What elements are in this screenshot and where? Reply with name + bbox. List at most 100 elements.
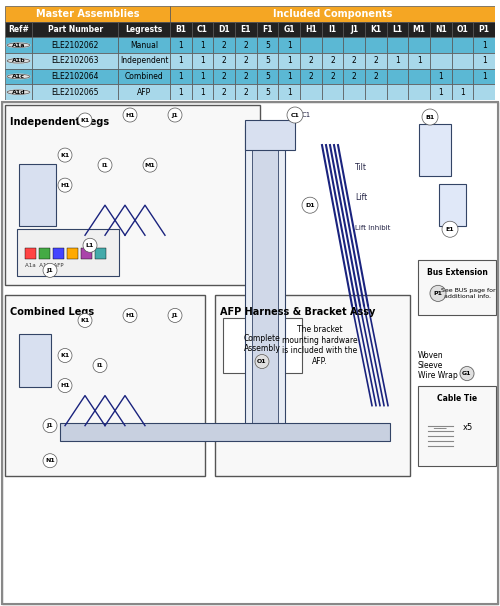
FancyBboxPatch shape	[235, 38, 256, 53]
Text: P1: P1	[434, 291, 442, 296]
FancyBboxPatch shape	[215, 295, 410, 476]
Circle shape	[168, 308, 182, 322]
Text: Combined Legs: Combined Legs	[10, 307, 94, 318]
Text: 2: 2	[374, 56, 378, 65]
Circle shape	[58, 379, 72, 393]
Text: J1: J1	[350, 25, 358, 34]
FancyBboxPatch shape	[278, 53, 300, 68]
FancyBboxPatch shape	[365, 68, 386, 84]
FancyBboxPatch shape	[430, 68, 452, 84]
FancyBboxPatch shape	[300, 84, 322, 100]
FancyBboxPatch shape	[474, 38, 495, 53]
FancyBboxPatch shape	[170, 38, 192, 53]
Text: 2: 2	[330, 72, 335, 81]
Text: AFP: AFP	[137, 88, 151, 97]
FancyBboxPatch shape	[192, 53, 214, 68]
Text: 2: 2	[222, 41, 226, 50]
Text: 1: 1	[482, 56, 486, 65]
Text: 1: 1	[178, 41, 183, 50]
FancyBboxPatch shape	[223, 318, 302, 373]
FancyBboxPatch shape	[344, 38, 365, 53]
FancyBboxPatch shape	[170, 84, 192, 100]
Text: D1: D1	[305, 202, 315, 208]
Text: See BUS page for
additional info.: See BUS page for additional info.	[440, 288, 496, 299]
FancyBboxPatch shape	[256, 68, 278, 84]
Text: E1: E1	[240, 25, 251, 34]
Text: N1: N1	[435, 25, 446, 34]
FancyBboxPatch shape	[452, 68, 473, 84]
Text: Independent Legs: Independent Legs	[10, 117, 109, 127]
FancyBboxPatch shape	[474, 53, 495, 68]
FancyBboxPatch shape	[32, 84, 118, 100]
Text: A1a: A1a	[12, 42, 25, 48]
Text: ──: ──	[433, 422, 446, 433]
Circle shape	[58, 148, 72, 162]
Text: Tilt: Tilt	[355, 163, 367, 172]
FancyBboxPatch shape	[430, 53, 452, 68]
Text: Ref#: Ref#	[8, 25, 29, 34]
Text: P1: P1	[478, 25, 490, 34]
Text: Assembly: Assembly	[244, 344, 281, 353]
FancyBboxPatch shape	[32, 68, 118, 84]
Text: 2: 2	[352, 72, 356, 81]
Text: I1: I1	[102, 162, 108, 168]
FancyBboxPatch shape	[418, 261, 496, 315]
FancyBboxPatch shape	[452, 38, 473, 53]
Text: C1: C1	[302, 112, 311, 118]
FancyBboxPatch shape	[170, 53, 192, 68]
Circle shape	[302, 197, 318, 213]
FancyBboxPatch shape	[278, 84, 300, 100]
Text: 1: 1	[482, 72, 486, 81]
Circle shape	[422, 109, 438, 125]
FancyBboxPatch shape	[214, 22, 235, 38]
Text: A1d: A1d	[12, 90, 26, 95]
FancyBboxPatch shape	[252, 135, 278, 431]
FancyBboxPatch shape	[344, 84, 365, 100]
Text: E1: E1	[446, 227, 454, 231]
FancyBboxPatch shape	[365, 53, 386, 68]
FancyBboxPatch shape	[408, 84, 430, 100]
FancyBboxPatch shape	[278, 22, 300, 38]
FancyBboxPatch shape	[278, 38, 300, 53]
Text: G1: G1	[462, 371, 472, 376]
Text: H1: H1	[125, 113, 135, 118]
Text: L1: L1	[86, 243, 94, 248]
Text: Complete: Complete	[244, 334, 281, 343]
FancyBboxPatch shape	[118, 38, 170, 53]
Circle shape	[287, 107, 303, 123]
Text: Master Assemblies: Master Assemblies	[36, 9, 139, 19]
Text: 2: 2	[308, 72, 313, 81]
Circle shape	[123, 308, 137, 322]
FancyBboxPatch shape	[245, 125, 285, 436]
FancyBboxPatch shape	[386, 68, 408, 84]
FancyBboxPatch shape	[365, 84, 386, 100]
Text: 1: 1	[460, 88, 465, 97]
Text: J1: J1	[46, 423, 54, 428]
Text: 1: 1	[287, 72, 292, 81]
Text: 2: 2	[222, 88, 226, 97]
FancyBboxPatch shape	[118, 53, 170, 68]
Text: A1b: A1b	[12, 58, 26, 64]
Text: AFP Harness & Bracket Assy: AFP Harness & Bracket Assy	[220, 307, 376, 318]
FancyBboxPatch shape	[474, 22, 495, 38]
FancyBboxPatch shape	[419, 124, 451, 176]
FancyBboxPatch shape	[52, 248, 64, 259]
Text: K1: K1	[370, 25, 382, 34]
Text: A1c: A1c	[12, 74, 25, 79]
FancyBboxPatch shape	[452, 53, 473, 68]
FancyBboxPatch shape	[94, 248, 106, 259]
FancyBboxPatch shape	[322, 84, 344, 100]
Circle shape	[168, 108, 182, 122]
Text: 1: 1	[178, 88, 183, 97]
Text: Cable Tie: Cable Tie	[437, 393, 477, 402]
Text: 2: 2	[244, 72, 248, 81]
FancyBboxPatch shape	[24, 248, 36, 259]
FancyBboxPatch shape	[5, 22, 32, 38]
FancyBboxPatch shape	[322, 68, 344, 84]
FancyBboxPatch shape	[452, 84, 473, 100]
Text: 1: 1	[200, 56, 205, 65]
FancyBboxPatch shape	[235, 68, 256, 84]
Text: H1: H1	[305, 25, 316, 34]
FancyBboxPatch shape	[322, 53, 344, 68]
Text: H1: H1	[60, 182, 70, 188]
